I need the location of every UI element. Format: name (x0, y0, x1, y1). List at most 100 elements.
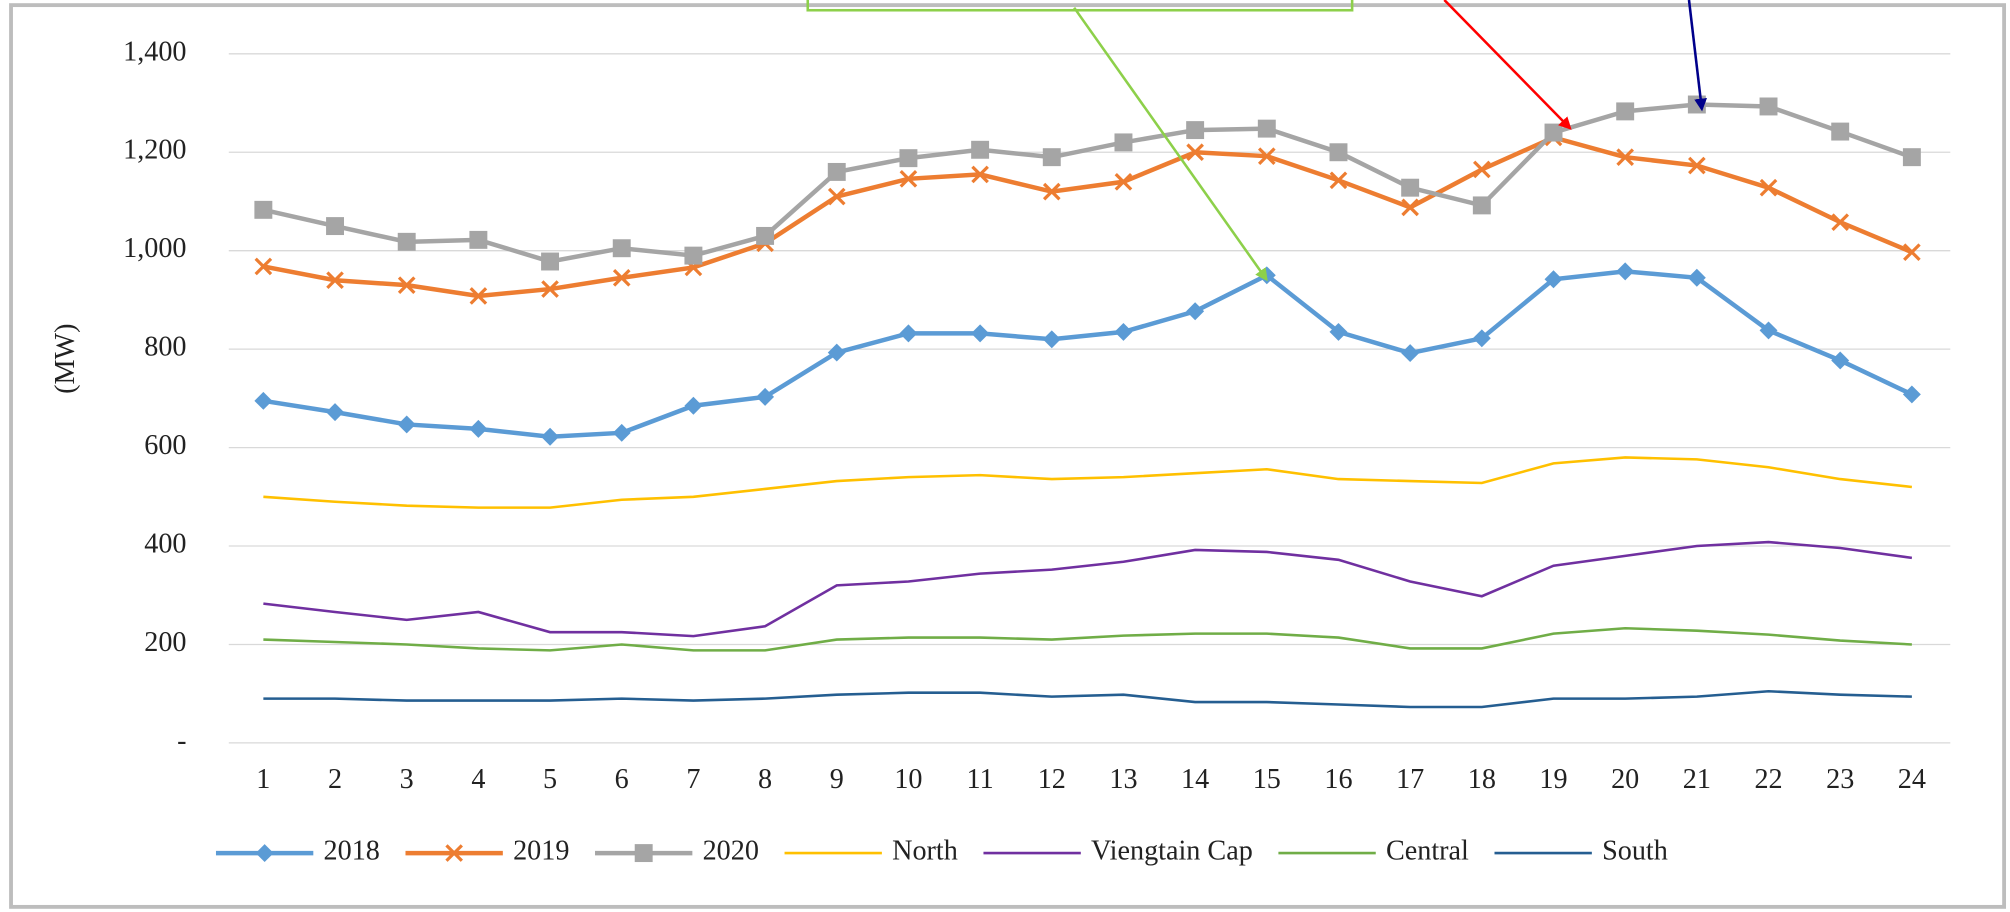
y-tick-label: 1,400 (123, 36, 186, 67)
y-tick-label: 800 (144, 332, 186, 363)
series-line (262, 102, 1913, 264)
y-tick-label: 200 (144, 627, 186, 658)
series-line (263, 456, 1913, 509)
series-line (263, 540, 1913, 638)
point (899, 149, 918, 168)
x-tick-label: 22 (1754, 764, 1782, 795)
point (1401, 344, 1420, 363)
point (1688, 156, 1706, 175)
x-tick-label: 4 (471, 764, 485, 795)
point (1257, 147, 1276, 165)
point (326, 403, 345, 422)
x-tick-label: 9 (830, 764, 844, 795)
point (684, 396, 703, 415)
point (1473, 160, 1491, 179)
point (756, 387, 775, 406)
point (1042, 330, 1061, 349)
x-tick-label: 13 (1109, 764, 1137, 795)
x-tick-label: 19 (1539, 764, 1567, 795)
y-tick-label: 1,000 (123, 233, 186, 264)
point (684, 246, 703, 265)
point (1114, 322, 1133, 341)
x-tick-label: 23 (1826, 764, 1854, 795)
x-tick-label: 2 (328, 764, 342, 795)
point (1544, 123, 1563, 142)
x-tick-label: 8 (758, 764, 772, 795)
point (1186, 302, 1205, 321)
x-tick-label: 5 (543, 764, 557, 795)
x-tick-label: 7 (686, 764, 700, 795)
point (612, 239, 631, 258)
point (1687, 268, 1706, 287)
point (326, 271, 344, 290)
point (1759, 178, 1778, 197)
x-tick-label: 18 (1468, 764, 1496, 795)
series-line (263, 689, 1912, 709)
point (326, 217, 345, 236)
arrow (1443, 0, 1572, 130)
point (397, 415, 416, 434)
point (971, 324, 990, 343)
x-tick-label: 17 (1396, 764, 1424, 795)
point (1902, 148, 1921, 167)
x-tick-label: 12 (1038, 764, 1066, 795)
point (1329, 171, 1348, 190)
point (971, 165, 989, 184)
point (971, 140, 990, 159)
frame (9, 3, 2007, 909)
point (1831, 122, 1850, 141)
series-line (263, 269, 1913, 440)
point (541, 280, 559, 298)
y-tick-label: 400 (144, 528, 186, 559)
point (397, 276, 416, 294)
x-tick-label: 24 (1898, 764, 1926, 795)
point (1329, 322, 1348, 341)
legend-marker (634, 844, 653, 863)
y-tick-label: 600 (144, 430, 186, 461)
point (1902, 385, 1921, 404)
point (1831, 213, 1850, 231)
point (612, 268, 631, 287)
x-tick-label: 21 (1683, 764, 1711, 795)
point (612, 423, 631, 442)
point (1401, 178, 1420, 197)
legend-label: Central (1386, 836, 1469, 867)
callout-box (806, 0, 1354, 12)
point (1186, 143, 1204, 162)
point (1759, 321, 1778, 340)
point (1544, 270, 1563, 289)
point (254, 257, 273, 276)
legend-marker (445, 844, 463, 862)
point (827, 343, 846, 362)
x-tick-label: 10 (894, 764, 922, 795)
point (1759, 97, 1778, 116)
arrow (1073, 6, 1268, 282)
point (469, 230, 488, 249)
point (827, 162, 846, 181)
legend-label: South (1602, 836, 1668, 867)
y-axis-label: (MW) (50, 323, 81, 393)
point (1114, 172, 1133, 191)
point (1042, 148, 1061, 167)
point (254, 391, 273, 410)
x-tick-label: 6 (615, 764, 629, 795)
point (1186, 121, 1205, 140)
x-tick-label: 11 (967, 764, 994, 795)
point (1472, 329, 1491, 348)
point (469, 287, 488, 305)
legend-marker (255, 844, 274, 863)
legend-label: 2020 (703, 836, 759, 867)
point (1616, 262, 1635, 281)
point (1042, 182, 1061, 201)
legend-label: 2019 (513, 836, 569, 867)
point (827, 187, 846, 206)
point (1472, 196, 1491, 215)
point (541, 252, 560, 271)
point (1257, 119, 1276, 138)
x-tick-label: 3 (400, 764, 414, 795)
arrow (1687, 0, 1707, 112)
point (397, 232, 416, 251)
point (1903, 243, 1921, 261)
